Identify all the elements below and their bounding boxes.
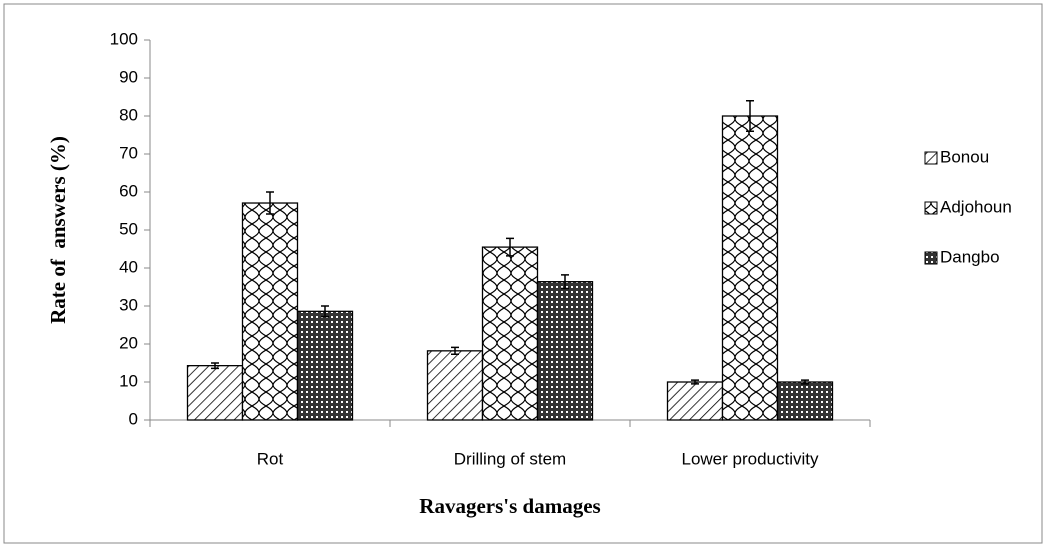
x-axis-label: Ravagers's damages: [419, 494, 600, 518]
legend-label: Adjohoun: [940, 197, 1012, 216]
y-tick-label: 40: [119, 257, 138, 276]
bar: [241, 202, 299, 421]
error-bar: [506, 237, 514, 257]
error-bar: [561, 274, 569, 290]
y-tick-label: 90: [119, 67, 138, 86]
y-tick-label: 70: [119, 143, 138, 162]
x-tick-label: Lower productivity: [681, 449, 819, 468]
y-tick-label: 10: [119, 371, 138, 390]
y-tick-label: 30: [119, 295, 138, 314]
y-tick-label: 50: [119, 219, 138, 238]
x-tick-label: Drilling of stem: [454, 449, 566, 468]
bar: [721, 115, 779, 421]
error-bar: [691, 379, 699, 385]
error-bar: [321, 305, 329, 318]
legend-swatch: [924, 151, 938, 165]
y-tick-label: 60: [119, 181, 138, 200]
error-bar: [451, 346, 459, 356]
bar: [536, 281, 594, 421]
bar: [481, 246, 539, 421]
legend-label: Bonou: [940, 147, 989, 166]
bar: [296, 310, 354, 421]
bar: [426, 350, 484, 421]
error-bar: [211, 362, 219, 370]
bar: [666, 381, 724, 421]
y-tick-label: 80: [119, 105, 138, 124]
bar: [186, 365, 244, 421]
legend-label: Dangbo: [940, 247, 1000, 266]
y-axis-label: Rate of answers (%): [46, 136, 70, 324]
x-tick-label: Rot: [257, 449, 284, 468]
error-bar: [801, 379, 809, 385]
error-bar: [746, 100, 754, 132]
legend-swatch: [924, 201, 938, 215]
bar: [776, 381, 834, 421]
error-bar: [266, 191, 274, 215]
legend-swatch: [924, 251, 938, 265]
y-tick-label: 20: [119, 333, 138, 352]
y-tick-label: 100: [110, 29, 138, 48]
y-tick-label: 0: [129, 409, 138, 428]
